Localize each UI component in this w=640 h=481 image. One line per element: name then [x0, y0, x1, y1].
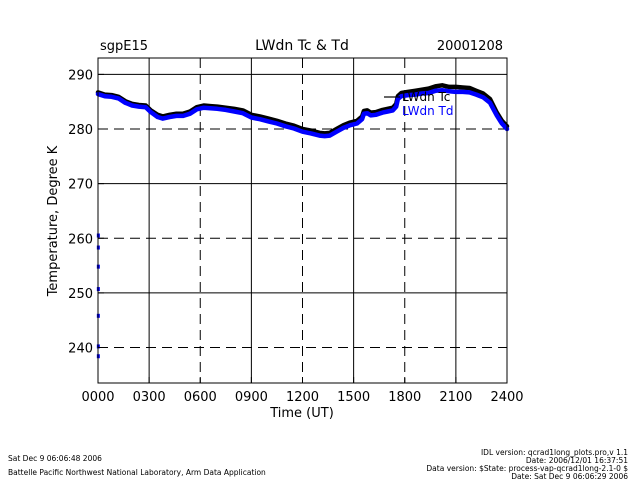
- chart-title: LWdn Tc & Td: [255, 38, 349, 54]
- x-tick-label: 0300: [133, 390, 166, 405]
- x-tick-label: 2400: [490, 390, 523, 405]
- footer-right-idl: IDL version: qcrad1long_plots.pro,v 1.1: [480, 448, 628, 457]
- legend: LWdn Tc LWdn Td: [384, 90, 453, 118]
- site-label: sgpE15: [100, 39, 148, 54]
- footer-right-data-version: Data version: $State: process-vap-qcrad1…: [426, 464, 628, 473]
- legend-label-td: LWdn Td: [402, 104, 453, 118]
- x-tick-label: 1200: [286, 390, 319, 405]
- y-tick-label: 250: [68, 287, 93, 302]
- x-axis-label: Time (UT): [269, 406, 334, 421]
- date-label: 20001208: [437, 39, 503, 54]
- grid-lines: [98, 58, 507, 383]
- y-axis-ticks: 240 250 260 270 280 290: [68, 68, 104, 356]
- x-axis-ticks: 0000 0300 0600 0900 1200 1500 1800 2100 2400: [81, 377, 524, 405]
- y-axis-label: Temperature, Degree K: [46, 145, 61, 297]
- y-tick-label: 260: [68, 232, 93, 247]
- footer-left-org: Battelle Pacific Northwest National Labo…: [8, 468, 266, 477]
- footer-left-date: Sat Dec 9 06:06:48 2006: [8, 454, 102, 463]
- legend-label-tc: LWdn Tc: [402, 90, 450, 104]
- y-tick-label: 290: [68, 68, 93, 83]
- x-tick-label: 1800: [388, 390, 421, 405]
- x-tick-label: 2100: [439, 390, 472, 405]
- footer-right-date: Date: 2006/12/01 16:37:51: [525, 456, 628, 465]
- y-tick-label: 240: [68, 341, 93, 356]
- x-tick-label: 0900: [235, 390, 268, 405]
- x-tick-label: 0600: [184, 390, 217, 405]
- footer-right-run-date: Date: Sat Dec 9 06:06:29 2006: [511, 472, 628, 481]
- series-lines: [95, 83, 510, 139]
- series-line-td: [95, 87, 510, 139]
- x-tick-label: 1500: [337, 390, 370, 405]
- y-tick-label: 270: [68, 178, 93, 193]
- x-tick-label: 0000: [81, 390, 114, 405]
- y-tick-label: 280: [68, 123, 93, 138]
